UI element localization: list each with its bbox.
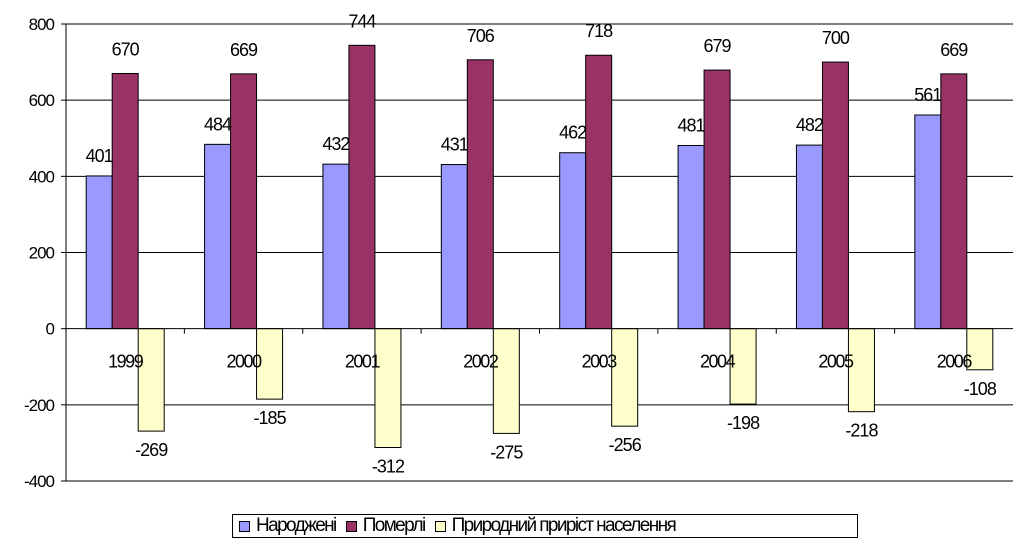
bar-deaths-2006 xyxy=(940,73,968,330)
legend: Народжені Померлі Природний приріст насе… xyxy=(232,514,858,538)
data-label: -312 xyxy=(372,456,405,476)
data-label: 482 xyxy=(796,115,824,135)
data-label: -256 xyxy=(609,435,642,455)
legend-swatch-deaths xyxy=(345,520,357,532)
bar-natural-growth-2003 xyxy=(611,328,639,427)
bar-deaths-2001 xyxy=(348,44,376,330)
bar-natural-growth-1999 xyxy=(137,328,165,432)
data-label: -218 xyxy=(845,421,878,441)
data-label: 484 xyxy=(204,114,232,134)
bar-natural-growth-2002 xyxy=(492,328,520,434)
bar-births-2006 xyxy=(914,114,942,330)
data-label: 401 xyxy=(86,146,114,166)
data-label: -198 xyxy=(727,413,760,433)
y-tick-label: 800 xyxy=(29,15,55,34)
data-label: 481 xyxy=(678,115,706,135)
bar-chart: -400 -200 0 200 400 600 800 401 484 432 431 462 481… xyxy=(24,11,1013,491)
data-labels: 401 484 432 431 462 481 482 561 670 669 744 706 718 6… xyxy=(65,11,1013,476)
x-category-label: 2006 xyxy=(937,352,973,372)
data-label: -269 xyxy=(135,440,168,460)
bar-births-1999 xyxy=(85,175,113,330)
legend-item-deaths: Померлі xyxy=(345,515,426,537)
x-category-label: 2001 xyxy=(345,352,381,372)
data-label: -185 xyxy=(254,408,287,428)
x-category-label: 2003 xyxy=(582,352,618,372)
data-label: -108 xyxy=(964,379,997,399)
data-label: 431 xyxy=(441,135,469,155)
x-category-label: 2005 xyxy=(818,352,854,372)
bar-deaths-2004 xyxy=(703,69,731,330)
x-category-label: 1999 xyxy=(108,352,144,372)
data-label: 679 xyxy=(704,36,732,56)
bar-natural-growth-2006 xyxy=(966,328,994,371)
bars xyxy=(85,44,994,448)
legend-item-births: Народжені xyxy=(239,515,337,537)
data-label: 706 xyxy=(467,26,495,46)
bar-natural-growth-2004 xyxy=(729,328,757,405)
bar-natural-growth-2000 xyxy=(256,328,284,400)
bar-births-2001 xyxy=(322,163,350,330)
bar-births-2002 xyxy=(440,164,468,330)
data-label: 700 xyxy=(822,28,850,48)
data-label: -275 xyxy=(490,442,523,462)
bar-natural-growth-2001 xyxy=(374,328,402,448)
y-tick-label: 0 xyxy=(46,320,55,339)
data-label: 669 xyxy=(940,40,968,60)
legend-swatch-natural-growth xyxy=(434,520,446,532)
bar-births-2000 xyxy=(204,143,232,330)
data-label: 670 xyxy=(112,40,140,60)
legend-label-deaths: Померлі xyxy=(362,515,426,536)
x-category-label: 2002 xyxy=(463,352,499,372)
bar-deaths-2003 xyxy=(585,54,613,330)
data-label: 561 xyxy=(914,85,942,105)
bar-births-2003 xyxy=(559,152,587,330)
y-tick-label: -200 xyxy=(24,396,55,415)
bar-deaths-2000 xyxy=(230,73,258,330)
legend-label-births: Народжені xyxy=(256,515,337,536)
legend-label-natural-growth: Природний приріст населення xyxy=(451,515,677,536)
x-category-label: 2004 xyxy=(700,352,736,372)
data-label: 669 xyxy=(230,40,258,60)
data-label: 462 xyxy=(559,123,587,143)
bar-deaths-1999 xyxy=(111,73,139,330)
y-tick-label: 400 xyxy=(29,167,55,186)
bar-births-2004 xyxy=(677,144,705,330)
bar-natural-growth-2005 xyxy=(847,328,875,413)
legend-swatch-births xyxy=(239,520,250,532)
y-tick-label: -400 xyxy=(24,472,55,491)
data-label: 432 xyxy=(322,134,350,154)
x-category-label: 2000 xyxy=(227,352,263,372)
y-tick-label: 600 xyxy=(29,91,55,110)
bar-births-2005 xyxy=(795,144,823,330)
data-label: 718 xyxy=(585,21,613,41)
y-tick-label: 200 xyxy=(29,244,55,263)
data-label: 744 xyxy=(348,11,376,31)
axes: -400 -200 0 200 400 600 800 xyxy=(24,15,67,491)
legend-item-natural-growth: Природний приріст населення xyxy=(434,515,677,537)
bar-deaths-2005 xyxy=(821,61,849,330)
bar-deaths-2002 xyxy=(466,59,494,330)
